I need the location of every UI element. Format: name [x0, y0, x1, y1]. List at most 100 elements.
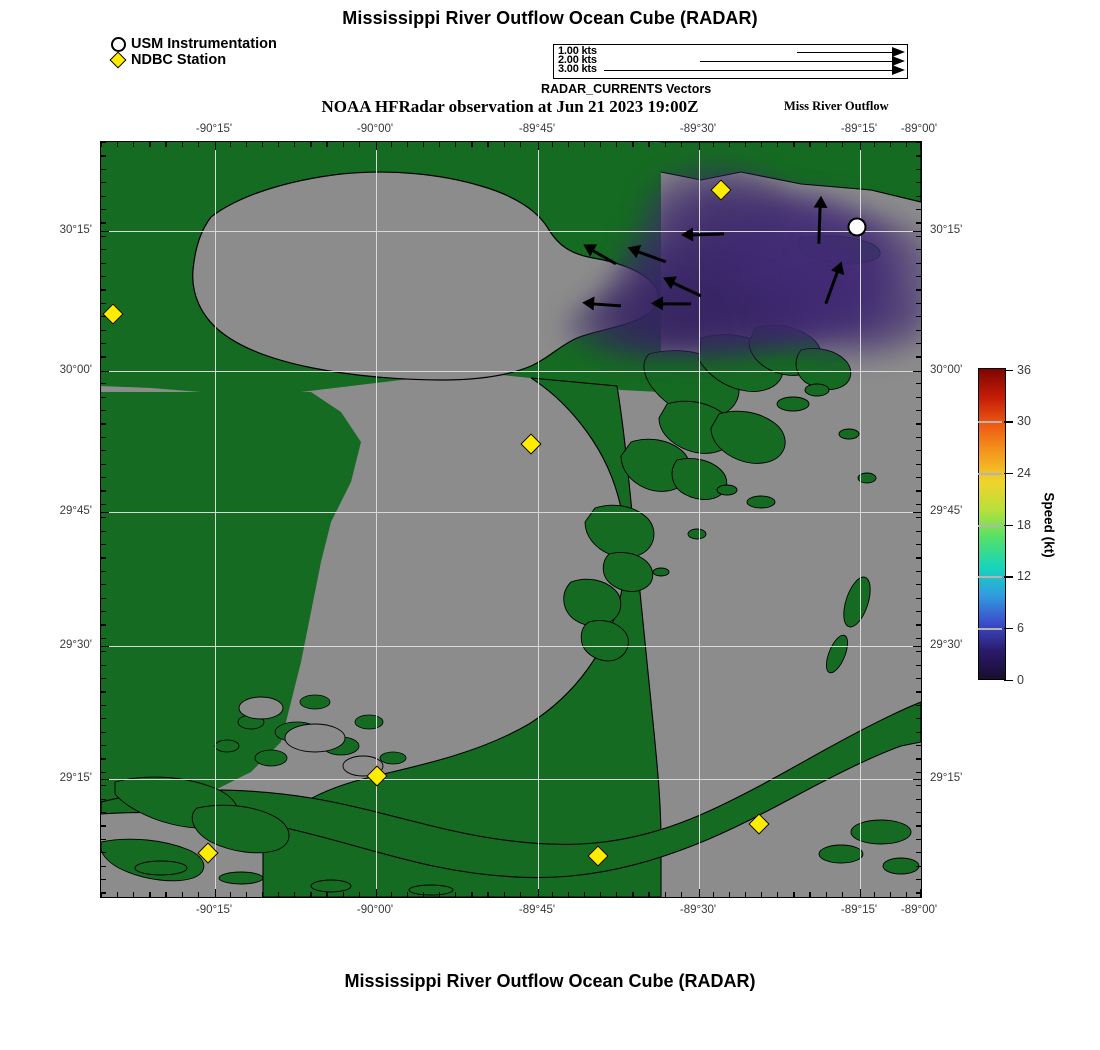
y-axis-minor-tick: [101, 758, 106, 760]
x-axis-minor-tick: [809, 142, 811, 147]
x-axis-minor-tick: [229, 892, 232, 897]
marker-legend: USM Instrumentation NDBC Station: [109, 36, 277, 69]
y-axis-minor-tick: [916, 356, 921, 358]
y-axis-major-tick: [101, 779, 109, 781]
x-axis-label-bottom: -90°00': [356, 904, 394, 916]
y-axis-minor-tick: [916, 436, 921, 439]
y-axis-minor-tick: [916, 490, 921, 492]
x-axis-minor-tick: [310, 892, 312, 897]
x-axis-minor-tick: [745, 142, 747, 147]
y-axis-minor-tick: [916, 463, 921, 465]
coastline-layer: [101, 142, 921, 897]
y-axis-minor-tick: [101, 289, 106, 291]
x-axis-minor-tick: [390, 142, 393, 147]
y-axis-minor-tick: [916, 235, 921, 238]
colorbar-tick: [1004, 627, 1013, 630]
usm-instrumentation-marker[interactable]: [847, 217, 867, 237]
y-axis-minor-tick: [101, 624, 106, 626]
colorbar-tick: [1004, 472, 1013, 475]
x-axis-minor-tick: [889, 142, 892, 147]
x-axis-minor-tick: [680, 142, 682, 147]
y-axis-minor-tick: [916, 771, 921, 774]
y-axis-minor-tick: [101, 450, 106, 452]
y-axis-minor-tick: [916, 209, 921, 211]
y-axis-label-left: 29°45': [59, 505, 92, 517]
y-axis-minor-tick: [101, 477, 106, 479]
y-axis-minor-tick: [916, 329, 921, 331]
x-axis-minor-tick: [519, 892, 521, 897]
y-axis-minor-tick: [916, 825, 921, 827]
x-axis-minor-tick: [342, 142, 344, 147]
y-axis-minor-tick: [916, 262, 921, 264]
x-axis-minor-tick: [229, 142, 232, 147]
y-axis-minor-tick: [101, 463, 106, 465]
y-axis-minor-tick: [101, 838, 106, 841]
station-marker-layer: [101, 142, 921, 897]
x-axis-label-top: -90°15': [195, 123, 233, 135]
y-axis-minor-tick: [101, 704, 106, 707]
y-axis-minor-tick: [916, 597, 921, 599]
x-axis-minor-tick: [406, 892, 409, 897]
y-axis-minor-tick: [916, 624, 921, 626]
y-axis-minor-tick: [916, 758, 921, 760]
y-axis-minor-tick: [916, 517, 921, 519]
x-axis-minor-tick: [600, 142, 602, 147]
x-axis-minor-tick: [728, 892, 731, 897]
y-axis-minor-tick: [916, 678, 921, 680]
y-axis-major-tick: [101, 371, 109, 373]
y-axis-minor-tick: [101, 584, 106, 586]
arrow-head-icon: [892, 65, 905, 75]
x-axis-minor-tick: [584, 142, 586, 147]
x-axis-minor-tick: [197, 142, 199, 147]
x-axis-major-tick: [538, 142, 540, 150]
x-axis-minor-tick: [825, 892, 827, 897]
x-axis-minor-tick: [567, 142, 570, 147]
land-west-marsh: [101, 392, 361, 812]
y-axis-minor-tick: [101, 276, 106, 278]
map-plot[interactable]: [100, 141, 922, 898]
x-axis-minor-tick: [439, 142, 441, 147]
y-axis-minor-tick: [101, 557, 106, 559]
map-canvas: [101, 142, 921, 897]
x-axis-minor-tick: [841, 892, 843, 897]
y-axis-label-left: 29°15': [59, 772, 92, 784]
dataset-label: Miss River Outflow: [784, 99, 889, 113]
colorbar-tick: [1004, 524, 1013, 526]
y-axis-minor-tick: [101, 651, 106, 653]
y-axis-minor-tick: [916, 276, 921, 278]
y-axis-minor-tick: [916, 798, 921, 800]
x-axis-minor-tick: [197, 892, 199, 897]
y-axis-minor-tick: [101, 812, 106, 814]
x-axis-minor-tick: [809, 892, 811, 897]
y-axis-minor-tick: [101, 852, 106, 854]
x-axis-minor-tick: [825, 142, 827, 147]
x-axis-minor-tick: [245, 892, 248, 897]
subtitle: NOAA HFRadar observation at Jun 21 2023 …: [321, 97, 699, 116]
y-axis-minor-tick: [101, 798, 106, 800]
delta-marsh-speckles: [563, 324, 877, 674]
y-axis-minor-tick: [101, 892, 106, 894]
y-axis-minor-tick: [101, 383, 106, 385]
page-title: Mississippi River Outflow Ocean Cube (RA…: [342, 8, 758, 28]
x-axis-minor-tick: [761, 892, 763, 897]
y-axis-minor-tick: [101, 691, 106, 693]
y-axis-minor-tick: [101, 222, 106, 224]
axis-tick-layer: [101, 142, 921, 897]
x-axis-minor-tick: [101, 892, 103, 897]
x-axis-major-tick: [215, 142, 217, 150]
y-axis-major-tick: [913, 371, 921, 373]
legend-label-ndbc: NDBC Station: [131, 52, 227, 68]
arrow-head-icon: [892, 56, 905, 66]
colorbar-title: Speed (kt): [1041, 492, 1057, 558]
y-axis-label-left: 29°30': [59, 639, 92, 651]
y-axis-minor-tick: [101, 490, 106, 492]
colorbar-tick-label: 6: [1017, 620, 1024, 635]
x-axis-label-bottom: -90°15': [195, 904, 233, 916]
y-axis-minor-tick: [101, 664, 106, 666]
x-axis-minor-tick: [664, 142, 666, 147]
colorbar-band-divider: [978, 421, 1002, 424]
colorbar-tick: [1004, 679, 1013, 681]
colorbar-tick-label: 18: [1017, 517, 1031, 532]
y-axis-minor-tick: [916, 544, 921, 546]
x-axis-minor-tick: [906, 892, 908, 897]
